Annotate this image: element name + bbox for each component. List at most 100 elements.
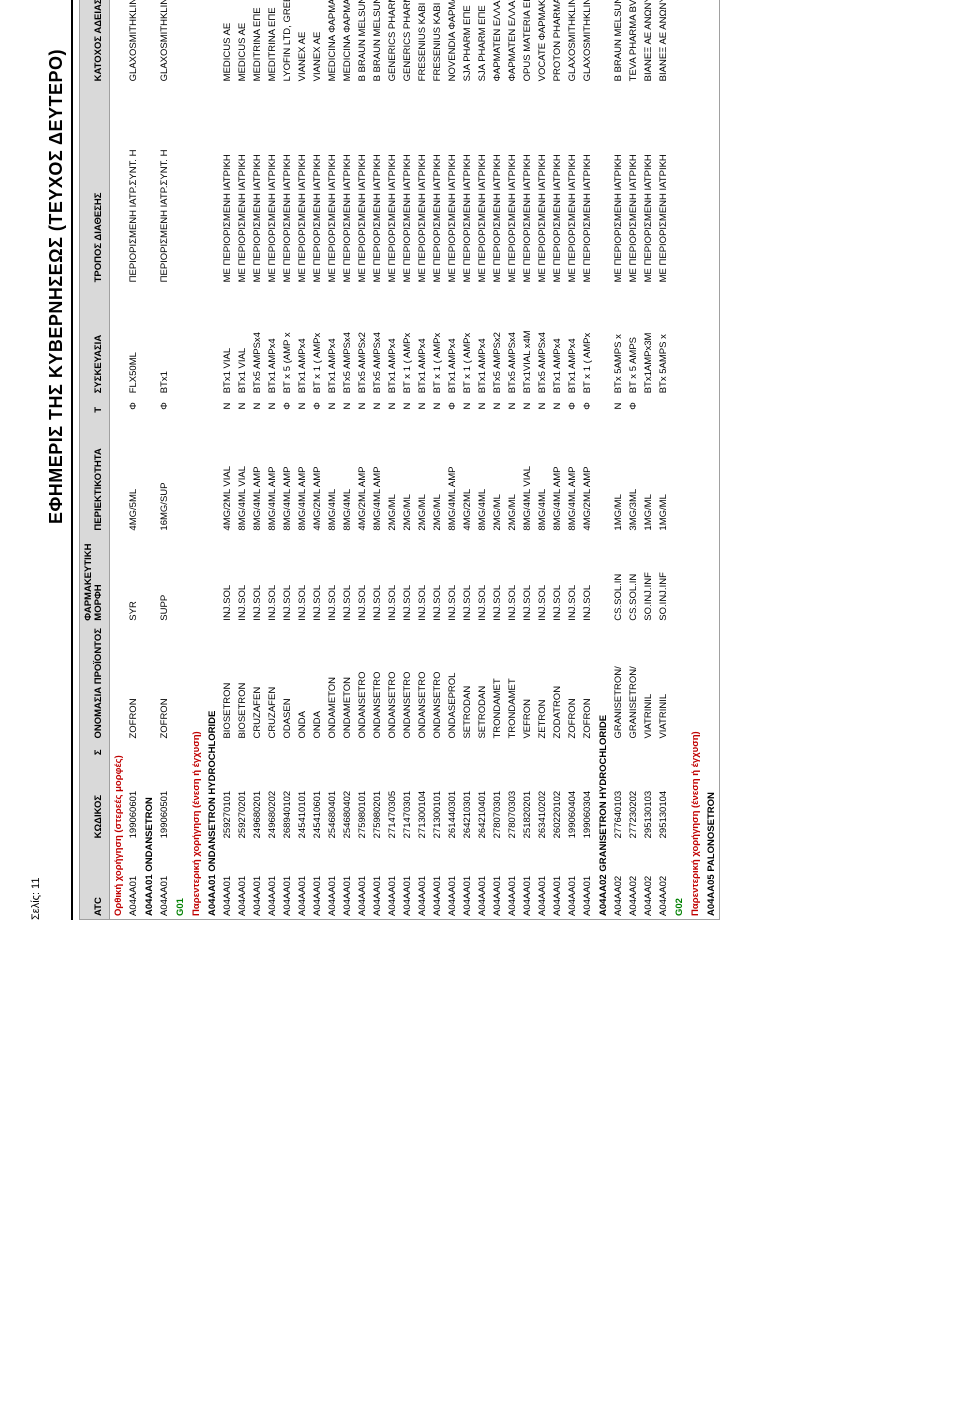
cell-t: Φ [580,396,595,415]
cell-holder: NOVENDIA ΦΑΡΜΑΚΕΥΤ [445,0,460,84]
cell-conc: 8MG/4ML [325,416,340,534]
cell-form: INJ.SOL [475,534,490,624]
cell-code: 245410601 [310,758,325,841]
table-row: A04AA01245410101ONDAINJ.SOL8MG/4ML AMPNB… [295,0,310,919]
cell-pack: BTx1 AMPx4 [475,285,490,396]
cell-name: ZODATRON [550,624,565,742]
cell-t: N [505,396,520,415]
cell-code: 199060501 [157,758,172,841]
cell-holder: TEVA PHARMA BV, UTR [626,0,641,84]
cell-form: INJ.SOL [400,534,415,624]
cell-sigma [355,742,370,759]
cell-holder: ΦΑΡΜΑΤΕΝ ΕΛΛΑΣ ΑΕΒ [505,0,520,84]
cell-holder: FRESENIUS KABI HELLAS [415,0,430,84]
cell-code: 260220102 [550,758,565,841]
cell-disp: ΜΕ ΠΕΡΙΟΡΙΣΜΕΝΗ ΙΑΤΡΙΚΗ [415,84,430,285]
col-t: Τ [80,396,109,415]
cell-sigma [656,742,671,759]
cell-name: ONDANSETRO [415,624,430,742]
section-row: G01 [172,0,188,919]
cell-sigma [385,742,400,759]
cell-form: INJ.SOL [265,534,280,624]
cell-t: Φ [310,396,325,415]
section-label: A04AA01 ONDANSETRON [141,0,157,919]
cell-disp: ΜΕ ΠΕΡΙΟΡΙΣΜΕΝΗ ΙΑΤΡΙΚΗ [250,84,265,285]
cell-holder: ΒΙΑΝΕΞ ΑΕ ΑΝΩΝΥΜΟΣ [656,0,671,84]
cell-form: SYR [126,534,141,624]
table-row: A04AA01254680401ONDAMETONINJ.SOL8MG/4MLN… [325,0,340,919]
cell-conc: 8MG/4ML AMP [565,416,580,534]
cell-form: INJ.SOL [460,534,475,624]
cell-t: N [415,396,430,415]
cell-pack: FLX50ML [126,285,141,396]
cell-conc: 8MG/4ML VIAL [235,416,250,534]
cell-sigma [325,742,340,759]
cell-t: N [250,396,265,415]
cell-atc: A04AA01 [520,841,535,919]
cell-holder: PROTON PHARMA ΑΝΩ [550,0,565,84]
table-row: A04AA01264210301SETRODANINJ.SOL4MG/2MLNB… [460,0,475,919]
cell-holder: GLAXOSMITHKLINE AEB [565,0,580,84]
cell-name: BIOSETRON [235,624,250,742]
cell-holder: ΒΙΑΝΕΞ ΑΕ ΑΝΩΝΥΜΟΣ [641,0,656,84]
cell-name: CRUZAFEN [250,624,265,742]
cell-t: N [235,396,250,415]
cell-conc: 4MG/2ML AMP [355,416,370,534]
cell-atc: A04AA01 [340,841,355,919]
cell-holder: GENERICS PHARMA HEL [385,0,400,84]
cell-sigma [430,742,445,759]
data-table-wrap: ATC ΚΩΔΙΚΟΣ Σ ΟΝΟΜΑΣΙΑ ΠΡΟΪΟΝΤΟΣ ΦΑΡΜΑΚΕ… [79,0,720,920]
cell-atc: A04AA01 [565,841,580,919]
cell-disp: ΜΕ ΠΕΡΙΟΡΙΣΜΕΝΗ ΙΑΤΡΙΚΗ [340,84,355,285]
cell-sigma [535,742,550,759]
cell-pack: BTx1 AMPx4 [385,285,400,396]
cell-name: ZOFRON [157,624,172,742]
cell-holder: ΦΑΡΜΑΤΕΝ ΕΛΛΑΣ ΑΕΒ [490,0,505,84]
cell-disp: ΠΕΡΙΟΡΙΣΜΕΝΗ ΙΑΤΡ.ΣΥΝΤ. Η [126,84,141,285]
cell-conc: 8MG/4ML AMP [295,416,310,534]
table-header-row: ATC ΚΩΔΙΚΟΣ Σ ΟΝΟΜΑΣΙΑ ΠΡΟΪΟΝΤΟΣ ΦΑΡΜΑΚΕ… [80,0,109,919]
cell-atc: A04AA01 [460,841,475,919]
cell-conc: 4MG/5ML [126,416,141,534]
cell-t: N [535,396,550,415]
section-label: G01 [172,0,188,919]
cell-t: N [265,396,280,415]
cell-sigma [400,742,415,759]
cell-disp: ΜΕ ΠΕΡΙΟΡΙΣΜΕΝΗ ΙΑΤΡΙΚΗ [641,84,656,285]
cell-form: INJ.SOL [550,534,565,624]
cell-pack: BTx1 AMPx4 [415,285,430,396]
cell-form: INJ.SOL [340,534,355,624]
cell-form: INJ.SOL [280,534,295,624]
cell-holder: VOCATE ΦΑΡΜΑΚΕΥΤΙΚ [535,0,550,84]
cell-sigma [265,742,280,759]
cell-atc: A04AA01 [550,841,565,919]
cell-form: INJ.SOL [580,534,595,624]
cell-conc: 1MG/ML [641,416,656,534]
table-row: A04AA01199060404ZOFRONINJ.SOL8MG/4ML AMP… [565,0,580,919]
cell-atc: A04AA02 [641,841,656,919]
cell-code: 271300104 [415,758,430,841]
cell-t: N [611,396,626,415]
cell-pack: BTx1AMPx3M [641,285,656,396]
cell-disp: ΜΕ ΠΕΡΙΟΡΙΣΜΕΝΗ ΙΑΤΡΙΚΗ [370,84,385,285]
cell-atc: A04AA01 [430,841,445,919]
cell-name: SETRODAN [460,624,475,742]
cell-conc: 8MG/4ML AMP [445,416,460,534]
cell-pack: BT x 1 ( AMPx [430,285,445,396]
cell-t: N [325,396,340,415]
section-label: Παρεντερική χορήγηση (ένεση ή έγχυση) [188,0,204,919]
cell-holder: B BRAUN MELSUNGEN [355,0,370,84]
table-row: A04AA01268940102ODASENINJ.SOL8MG/4ML AMP… [280,0,295,919]
cell-holder: B BRAUN MELSUNGEN [611,0,626,84]
cell-atc: A04AA01 [280,841,295,919]
cell-holder: GENERICS PHARMA HEL [400,0,415,84]
table-row: A04AA01271300104ONDANSETROINJ.SOL2MG/MLN… [415,0,430,919]
cell-atc: A04AA01 [490,841,505,919]
cell-code: 251820201 [520,758,535,841]
cell-conc: 8MG/4ML AMP [550,416,565,534]
cell-disp: ΜΕ ΠΕΡΙΟΡΙΣΜΕΝΗ ΙΑΤΡΙΚΗ [385,84,400,285]
cell-disp: ΜΕ ΠΕΡΙΟΡΙΣΜΕΝΗ ΙΑΤΡΙΚΗ [220,84,235,285]
cell-form: INJ.SOL [565,534,580,624]
cell-atc: A04AA01 [220,841,235,919]
table-row: A04AA01254680402ONDAMETONINJ.SOL8MG/4MLN… [340,0,355,919]
